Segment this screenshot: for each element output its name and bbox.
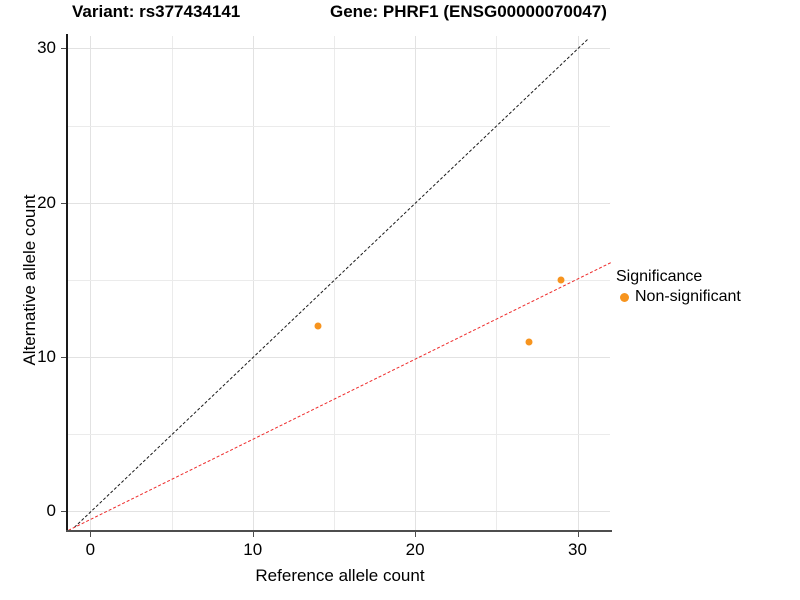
- legend-item-label: Non-significant: [635, 288, 741, 305]
- y-tick-label: 20: [37, 192, 56, 212]
- y-tick: [61, 511, 66, 513]
- x-tick-label: 10: [243, 540, 263, 559]
- data-point: [314, 322, 322, 330]
- legend-title: Significance: [616, 268, 703, 285]
- x-tick: [252, 532, 254, 537]
- y-tick-labels: 0 10 20 30: [0, 0, 56, 600]
- x-axis-title: Reference allele count: [255, 566, 425, 585]
- legend: Significance Non-significant: [616, 268, 800, 306]
- reference-line-identity: [74, 39, 588, 528]
- x-tick: [415, 532, 417, 537]
- gridline-vertical: [171, 36, 173, 530]
- title-row: Variant: rs377434141 Gene: PHRF1 (ENSG00…: [0, 2, 800, 26]
- gridline-vertical: [415, 36, 417, 530]
- variant-title: Variant: rs377434141: [72, 2, 241, 21]
- x-tick-label: 0: [85, 540, 96, 559]
- y-tick-label: 30: [37, 38, 56, 58]
- gridline-horizontal: [66, 279, 610, 281]
- data-point: [557, 276, 565, 284]
- gridline-vertical: [577, 36, 579, 530]
- legend-dot-icon: [620, 292, 629, 302]
- legend-item[interactable]: Non-significant: [616, 288, 800, 306]
- y-tick: [61, 357, 66, 359]
- gridline-vertical: [333, 36, 335, 530]
- x-axis-line: [66, 530, 612, 532]
- gridline-vertical: [90, 36, 92, 530]
- y-axis-title: Alternative allele count: [20, 194, 39, 366]
- x-tick: [90, 532, 92, 537]
- gridline-vertical: [496, 36, 498, 530]
- x-tick: [577, 532, 579, 537]
- gridline-horizontal: [66, 357, 610, 359]
- reference-line-regression: [67, 262, 611, 531]
- gridline-horizontal: [66, 48, 610, 50]
- gridline-horizontal: [66, 434, 610, 436]
- y-tick: [61, 48, 66, 50]
- x-tick-label: 20: [405, 540, 425, 559]
- legend-items: Non-significant: [616, 288, 800, 306]
- data-point: [525, 338, 533, 346]
- y-tick-label: 10: [37, 347, 56, 367]
- gridline-horizontal: [66, 202, 610, 204]
- plot-panel: [66, 36, 611, 531]
- gene-title: Gene: PHRF1 (ENSG00000070047): [330, 2, 607, 21]
- y-tick: [61, 202, 66, 204]
- x-tick-label: 30: [568, 540, 587, 559]
- gridline-vertical: [252, 36, 254, 530]
- gridline-horizontal: [66, 125, 610, 127]
- y-tick-label: 0: [46, 501, 56, 521]
- gridline-horizontal: [66, 511, 610, 513]
- y-axis-line: [66, 34, 68, 532]
